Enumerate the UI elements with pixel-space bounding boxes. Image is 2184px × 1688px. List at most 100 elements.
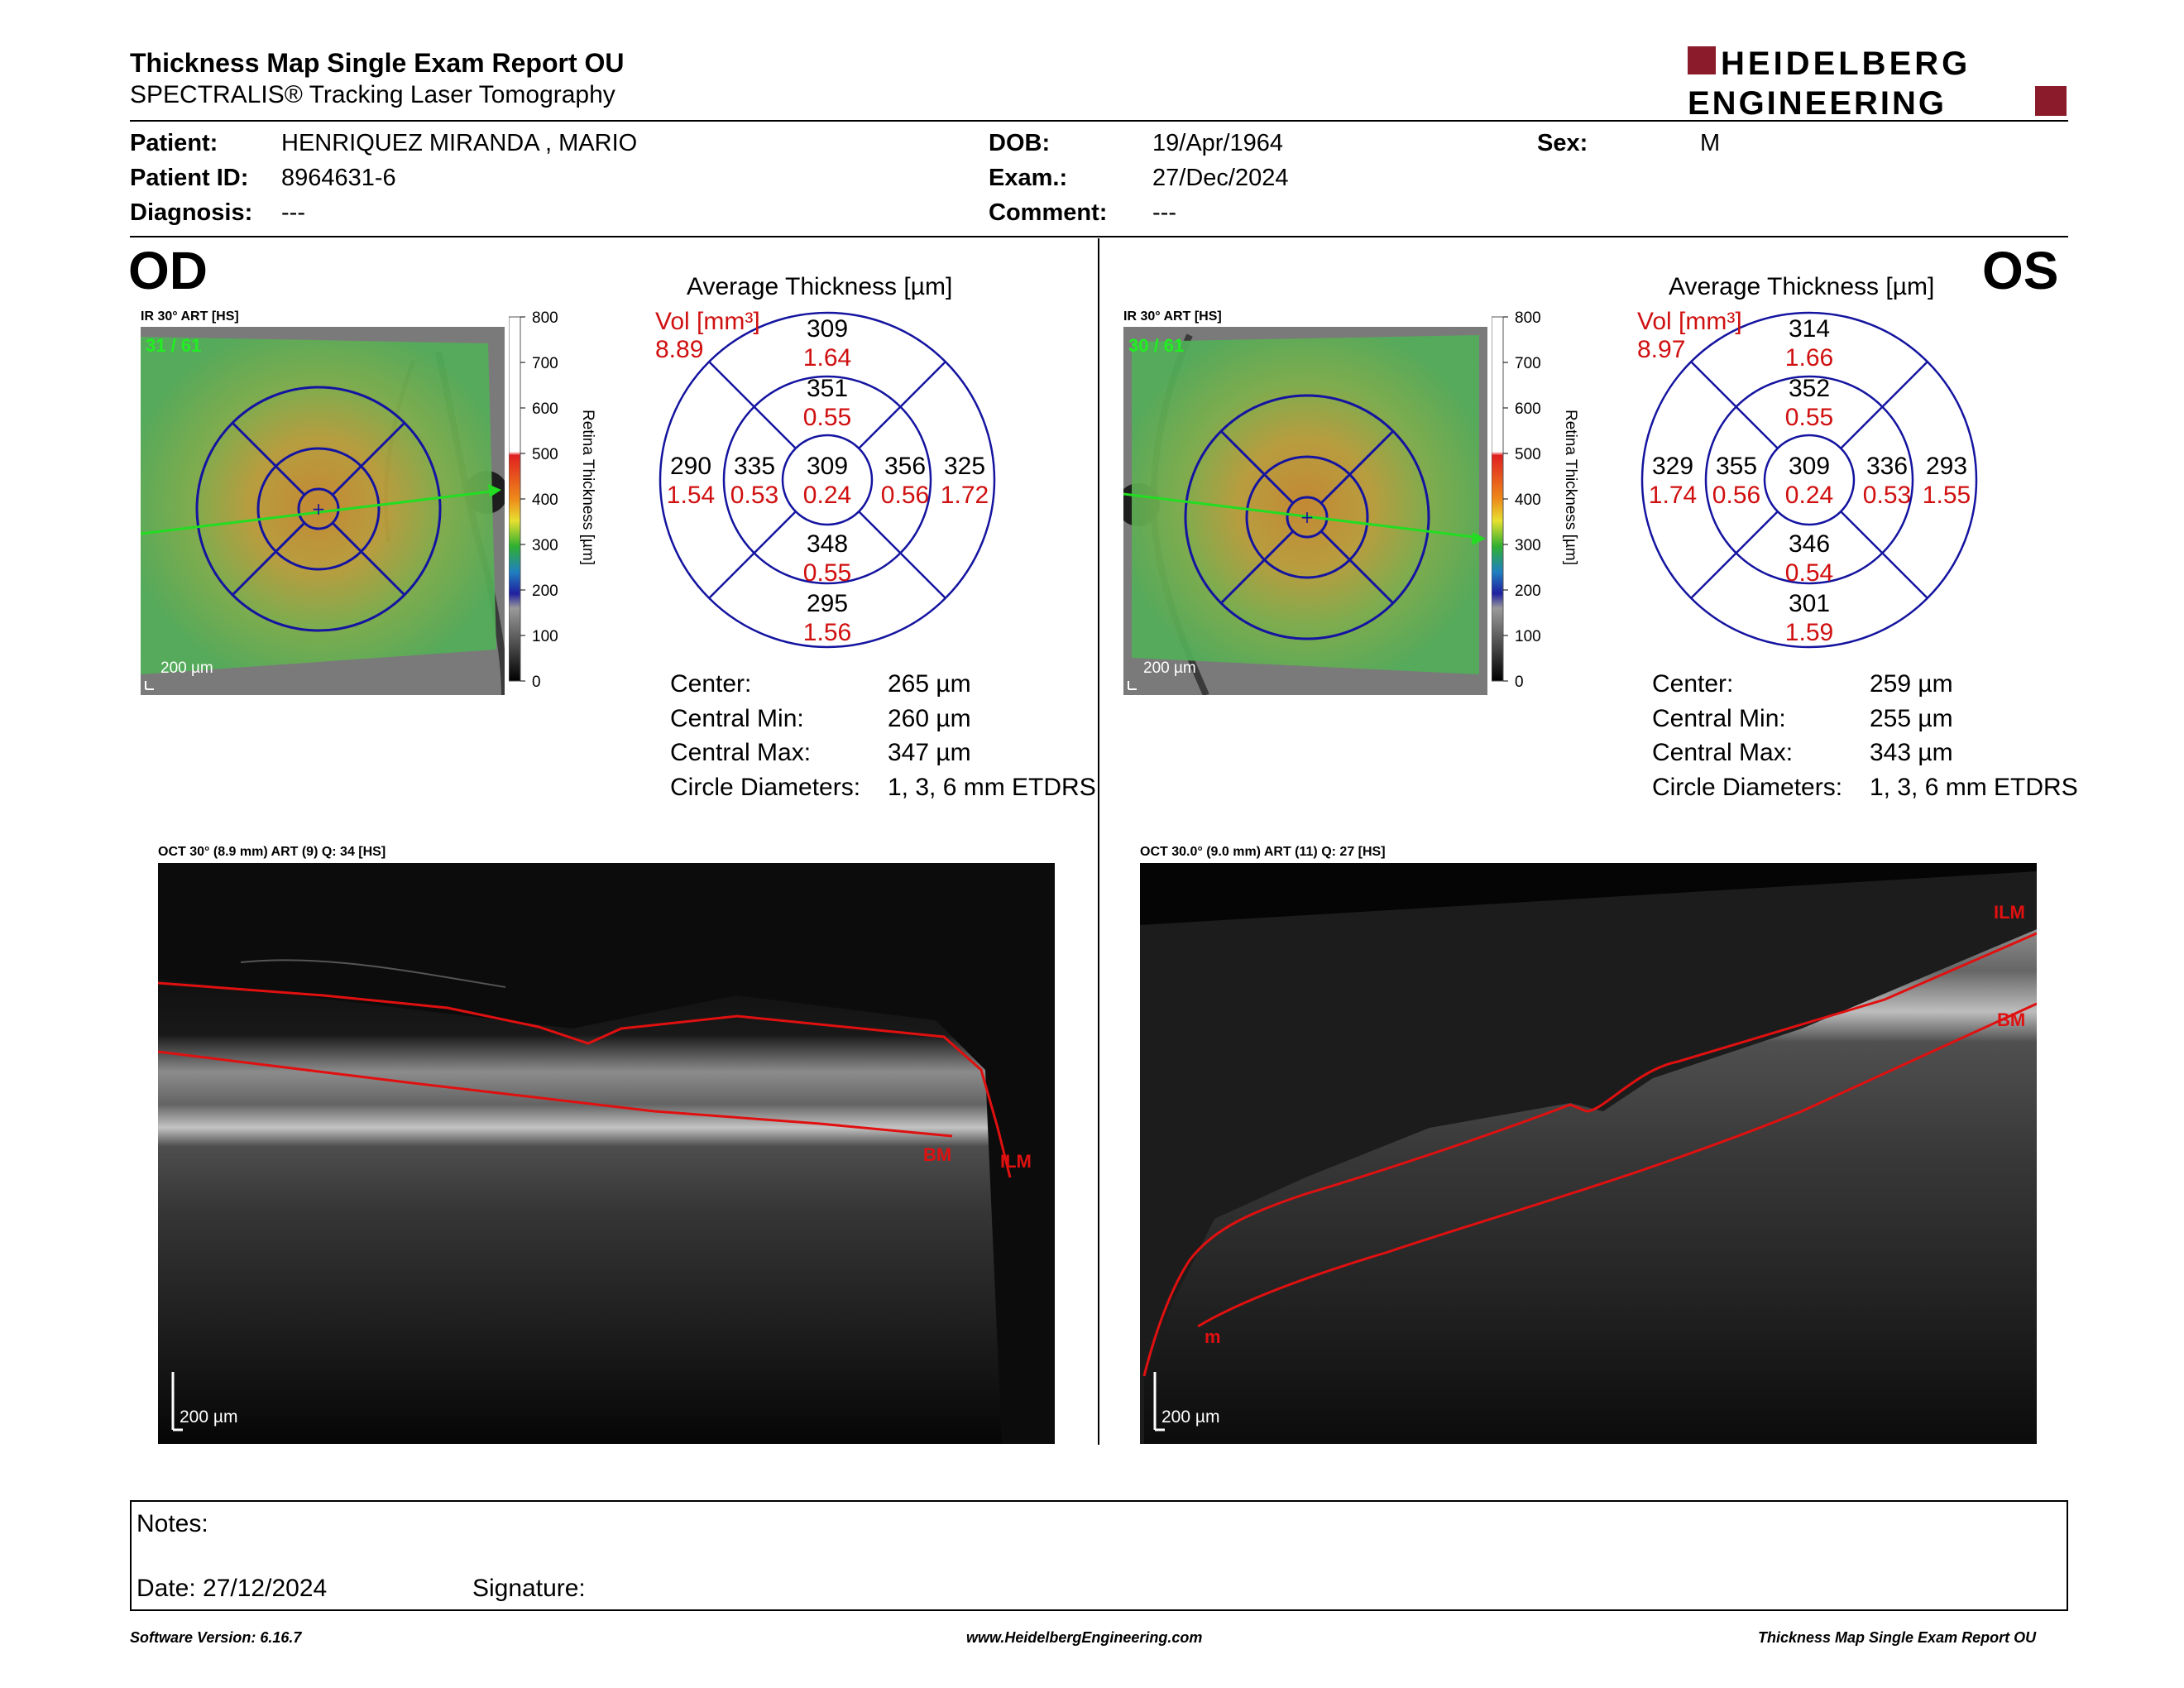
od-cmax-value: 347 µm [888,739,971,766]
heidelberg-logo: HEIDELBERG ENGINEERING [1688,46,2067,119]
os-bm-label: BM [1997,1009,2025,1030]
od-inner-sup-vol: 0.55 [803,404,851,431]
signature-label: Signature: [472,1575,586,1602]
od-frames: 31 / 61 [146,335,201,356]
dob-label: DOB: [989,130,1051,156]
od-cbar-tick-300: 300 [532,537,558,554]
os-inner-inf-thick: 346 [1789,530,1830,558]
sex-value: M [1700,130,1721,156]
os-ir-label: IR 30° ART [HS] [1123,309,1222,324]
patient-label: Patient: [130,130,218,156]
os-inner-sup-vol: 0.55 [1785,404,1833,431]
od-ir-label: IR 30° ART [HS] [141,309,239,324]
notes-box[interactable]: Notes: Date: 27/12/2024 Signature: [130,1500,2068,1611]
os-cmin-value: 255 µm [1870,705,1953,732]
od-cbar-tick-0: 0 [532,674,541,691]
os-cbar-tick-0: 0 [1515,674,1524,691]
logo-square-bottom [2035,86,2067,116]
od-cmax-label: Central Max: [670,739,812,766]
od-oct-scale: 200 µm [180,1407,237,1427]
os-eye-label: OS [1982,241,2059,300]
os-vol-label: Vol [mm³] [1637,308,1742,335]
od-inner-inf-thick: 348 [807,530,848,558]
os-frames: 30 / 61 [1128,335,1184,356]
od-outer-inf-vol: 1.56 [803,619,851,646]
od-colorbar-label: Retina Thickness [µm] [579,410,596,565]
patient-id-label: Patient ID: [130,165,249,191]
os-outer-sup-vol: 1.66 [1785,344,1833,372]
os-cbar-tick-300: 300 [1515,537,1541,554]
os-outer-inf-vol: 1.59 [1785,619,1833,646]
od-os-divider [1098,238,1099,1445]
od-inner-sup-thick: 351 [807,375,848,402]
patient-name: HENRIQUEZ MIRANDA , MARIO [281,130,638,156]
os-center-label: Center: [1652,670,1734,698]
os-outer-right-thick: 293 [1926,453,1967,480]
os-cmax-value: 343 µm [1870,739,1953,766]
footer-report-name: Thickness Map Single Exam Report OU [1758,1629,2037,1646]
os-inner-right-vol: 0.53 [1863,482,1911,509]
svg-text:+: + [1300,507,1315,527]
od-outer-right-thick: 325 [944,453,985,480]
od-oct-label: OCT 30° (8.9 mm) ART (9) Q: 34 [HS] [158,845,386,859]
od-cbar-tick-700: 700 [532,355,558,372]
os-outer-sup-thick: 314 [1789,315,1830,343]
logo-square-top [1688,46,1716,74]
diagnosis-label: Diagnosis: [130,199,253,226]
notes-label: Notes: [136,1510,208,1537]
exam-value: 27/Dec/2024 [1152,165,1289,191]
os-outer-left-vol: 1.74 [1649,482,1697,509]
od-outer-left-thick: 290 [670,453,711,480]
od-center-thick: 309 [807,453,848,480]
od-cbar-tick-600: 600 [532,400,558,418]
od-inner-inf-vol: 0.55 [803,559,851,587]
os-cbar-tick-400: 400 [1515,492,1541,509]
os-cmin-label: Central Min: [1652,705,1786,732]
os-cbar-tick-200: 200 [1515,583,1541,600]
os-inner-sup-thick: 352 [1789,375,1830,402]
od-cbar-tick-400: 400 [532,492,558,509]
date-label: Date: 27/12/2024 [136,1575,328,1602]
os-colorbar: 800 700 600 500 400 300 200 100 0 Retina… [1492,310,1579,691]
od-center-vol: 0.24 [803,482,851,509]
os-ilm-label: ILM [1994,902,2025,923]
svg-text:+: + [312,499,326,519]
os-outer-left-thick: 329 [1652,453,1693,480]
os-center-value: 259 µm [1870,670,1953,698]
od-diam-value: 1, 3, 6 mm ETDRS [888,774,1096,801]
os-outer-inf-thick: 301 [1789,590,1830,617]
os-diam-label: Circle Diameters: [1652,774,1843,801]
os-center-thick: 309 [1789,453,1830,480]
os-cmax-label: Central Max: [1652,739,1794,766]
logo-line2: ENGINEERING [1688,85,1947,119]
patient-id: 8964631-6 [281,165,396,191]
diagnosis-value: --- [281,199,305,226]
os-inner-right-thick: 336 [1866,453,1908,480]
od-cbar-tick-200: 200 [532,583,558,600]
header-rule [130,120,2068,122]
od-outer-sup-vol: 1.64 [803,344,851,372]
os-cbar-tick-600: 600 [1515,400,1541,418]
website-link[interactable]: www.HeidelbergEngineering.com [966,1629,1203,1646]
od-cmin-value: 260 µm [888,705,971,732]
dob-value: 19/Apr/1964 [1152,130,1284,156]
os-center-vol: 0.24 [1785,482,1833,509]
os-cbar-tick-700: 700 [1515,355,1541,372]
os-fundus-map: + 30 / 61 200 µm [1123,327,1487,695]
logo-line1: HEIDELBERG [1721,46,1971,82]
od-center-value: 265 µm [888,670,971,698]
od-bm-label: BM [923,1144,951,1165]
patient-rule [130,236,2068,237]
os-inner-left-thick: 355 [1716,453,1757,480]
os-vol-value: 8.97 [1637,336,1686,363]
od-avg-title: Average Thickness [µm] [687,273,953,300]
os-outer-right-vol: 1.55 [1923,482,1971,509]
od-fundus-scale: 200 µm [160,659,213,677]
os-oct-bscan: ILM BM m 200 µm [1140,863,2037,1444]
od-cbar-tick-100: 100 [532,628,558,645]
report-subtitle: SPECTRALIS® Tracking Laser Tomography [130,81,615,108]
os-etdrs-grid: 314 1.66 352 0.55 309 0.24 355 0.56 336 … [1640,311,1978,649]
sex-label: Sex: [1537,130,1588,156]
od-vol-value: 8.89 [655,336,704,363]
os-cbar-tick-800: 800 [1515,310,1541,327]
